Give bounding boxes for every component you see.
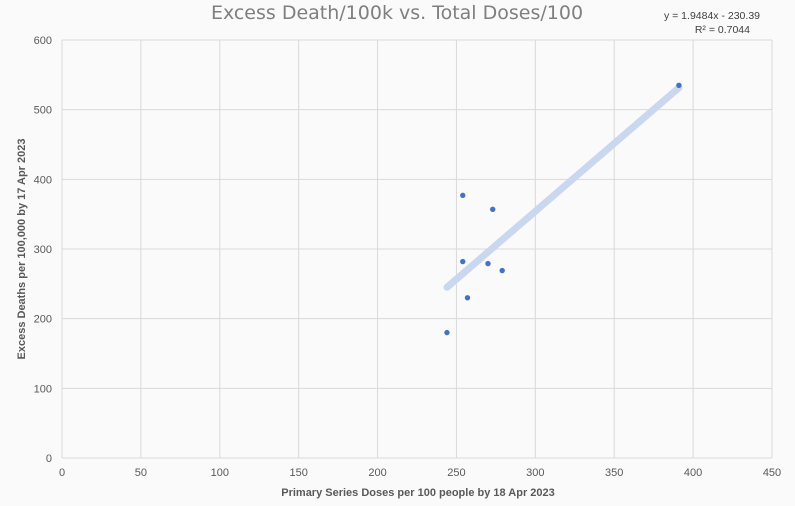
x-tick-label: 400 [684,467,702,479]
y-tick-label: 600 [34,35,52,47]
y-tick-label: 200 [34,314,52,326]
x-tick-label: 0 [59,467,65,479]
x-tick-label: 100 [211,467,229,479]
y-tick-label: 500 [34,105,52,117]
x-axis-ticks: 0 50 100 150 200 250 300 350 400 450 [59,467,781,479]
x-tick-label: 450 [763,467,781,479]
data-point [460,258,466,265]
trendline [443,84,683,291]
trendline-equation: y = 1.9484x - 230.39 [664,10,760,22]
x-tick-label: 200 [368,467,386,479]
x-axis-title: Primary Series Doses per 100 people by 1… [281,487,555,499]
data-point [460,192,466,199]
trendline-r-squared: R² = 0.7044 [695,24,750,36]
data-point [676,82,682,88]
y-tick-label: 400 [34,174,52,186]
y-axis-ticks: 0 100 200 300 400 500 600 [34,35,52,465]
data-point [444,329,450,336]
x-tick-label: 50 [135,467,147,479]
x-tick-label: 150 [289,467,307,479]
x-tick-label: 250 [447,467,465,479]
y-tick-label: 100 [34,383,52,395]
data-points [444,82,682,336]
y-axis-title: Excess Deaths per 100,000 by 17 Apr 2023 [16,139,28,360]
data-point [485,260,491,267]
y-tick-label: 300 [34,244,52,256]
data-point [464,295,471,301]
data-point [490,206,496,212]
x-tick-label: 300 [526,467,544,479]
x-tick-label: 350 [605,467,623,479]
gridlines [61,39,773,459]
chart-title: Excess Death/100k vs. Total Doses/100 [211,2,583,24]
data-point [499,267,505,274]
trendline-layer [443,84,683,291]
y-tick-label: 0 [46,453,52,465]
